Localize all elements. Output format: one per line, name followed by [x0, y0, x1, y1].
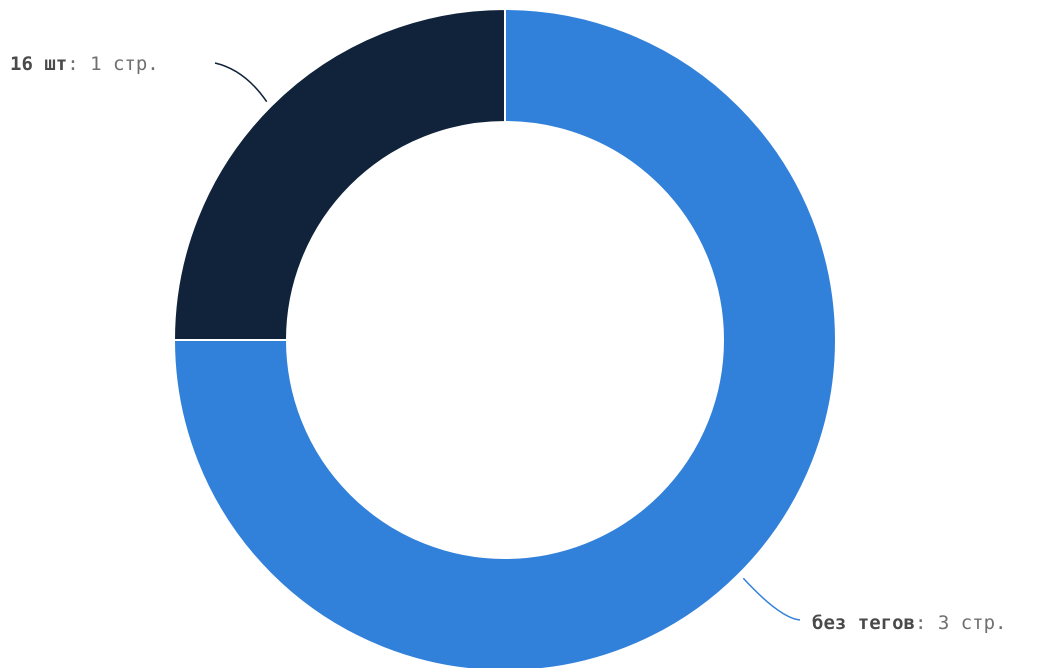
chart-labels: без тегов: 3 стр. 16 шт: 1 стр. [10, 53, 1006, 634]
chart-slices [172, 7, 837, 668]
leader-line-16-шт [214, 62, 268, 103]
chart-leader-lines [214, 62, 801, 621]
leader-line-без-тегов [742, 577, 801, 621]
slice-16-шт[interactable] [172, 7, 506, 341]
slice-label-name: 16 шт [10, 53, 67, 75]
slice-label-без-тегов: без тегов: 3 стр. [812, 612, 1006, 634]
slice-label-value: : 1 стр. [67, 53, 159, 75]
slice-label-16-шт: 16 шт: 1 стр. [10, 53, 159, 75]
slice-label-value: : 3 стр. [915, 612, 1007, 634]
slice-label-name: без тегов [812, 612, 915, 634]
slice-без-тегов[interactable] [172, 7, 837, 668]
